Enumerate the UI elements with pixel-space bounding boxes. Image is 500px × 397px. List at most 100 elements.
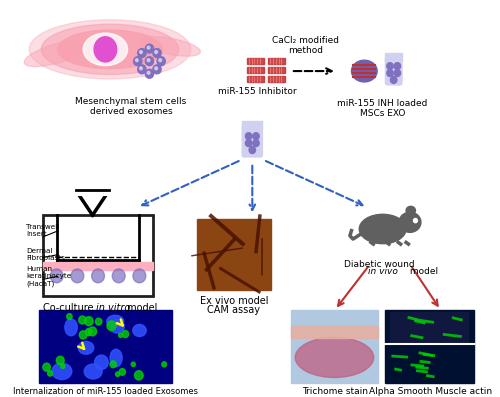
- Ellipse shape: [140, 37, 200, 56]
- Circle shape: [133, 269, 146, 283]
- Bar: [247, 76, 264, 82]
- Circle shape: [162, 362, 166, 367]
- Circle shape: [131, 362, 136, 366]
- Text: CaCl₂ modified
method: CaCl₂ modified method: [272, 36, 339, 55]
- Text: Internalization of miR-155 loaded Exosomes: Internalization of miR-155 loaded Exosom…: [13, 387, 198, 396]
- Ellipse shape: [58, 30, 162, 69]
- Circle shape: [80, 331, 87, 339]
- Circle shape: [134, 371, 143, 380]
- Text: Human
keratinocyte
(HacaT): Human keratinocyte (HacaT): [26, 266, 72, 287]
- Circle shape: [140, 67, 142, 70]
- Ellipse shape: [406, 206, 415, 215]
- Circle shape: [110, 361, 116, 368]
- Bar: [247, 58, 264, 64]
- Circle shape: [134, 57, 142, 66]
- Text: Trichome stain: Trichome stain: [302, 387, 368, 396]
- Circle shape: [66, 314, 72, 320]
- Ellipse shape: [78, 341, 94, 354]
- Bar: [268, 76, 285, 82]
- Text: Co-culture: Co-culture: [42, 303, 96, 313]
- Bar: [268, 67, 285, 73]
- Circle shape: [253, 133, 259, 140]
- Circle shape: [119, 368, 126, 375]
- Circle shape: [147, 71, 150, 74]
- Circle shape: [112, 269, 125, 283]
- Bar: [291, 310, 378, 383]
- Bar: [242, 121, 262, 129]
- Text: Ex vivo model: Ex vivo model: [200, 296, 268, 306]
- Text: Mesenchymal stem cells
derived exosomes: Mesenchymal stem cells derived exosomes: [76, 97, 186, 116]
- Circle shape: [154, 67, 158, 70]
- Text: Alpha Smooth Muscle actin: Alpha Smooth Muscle actin: [369, 387, 492, 396]
- Circle shape: [146, 44, 154, 53]
- Text: CAM assay: CAM assay: [208, 305, 260, 315]
- Bar: [268, 58, 285, 64]
- Circle shape: [147, 46, 150, 49]
- Bar: [197, 219, 270, 290]
- Bar: [43, 262, 153, 270]
- Ellipse shape: [295, 337, 374, 378]
- Circle shape: [159, 59, 162, 62]
- Circle shape: [122, 331, 128, 337]
- Ellipse shape: [94, 355, 108, 370]
- Circle shape: [414, 218, 418, 223]
- Circle shape: [147, 59, 150, 62]
- Circle shape: [78, 316, 86, 324]
- Ellipse shape: [29, 20, 191, 79]
- Circle shape: [146, 69, 154, 78]
- Circle shape: [394, 69, 400, 77]
- Bar: [43, 215, 153, 296]
- Bar: [40, 310, 172, 383]
- Circle shape: [84, 317, 93, 326]
- Circle shape: [157, 57, 166, 66]
- Ellipse shape: [110, 349, 122, 367]
- Circle shape: [118, 333, 122, 337]
- Circle shape: [96, 318, 102, 325]
- Circle shape: [153, 65, 161, 74]
- Circle shape: [50, 269, 63, 283]
- Ellipse shape: [352, 60, 377, 82]
- Circle shape: [153, 48, 161, 58]
- Text: miR-155 INH loaded
MSCs EXO: miR-155 INH loaded MSCs EXO: [338, 99, 428, 118]
- FancyBboxPatch shape: [386, 57, 402, 85]
- Bar: [386, 310, 474, 383]
- Text: model: model: [124, 303, 157, 313]
- Bar: [390, 312, 468, 343]
- Circle shape: [154, 50, 158, 54]
- Circle shape: [387, 69, 393, 77]
- Circle shape: [136, 59, 138, 62]
- Circle shape: [61, 364, 65, 368]
- Circle shape: [138, 48, 146, 58]
- Circle shape: [48, 371, 52, 376]
- Circle shape: [146, 57, 154, 66]
- Ellipse shape: [399, 212, 421, 232]
- FancyBboxPatch shape: [242, 125, 262, 157]
- Circle shape: [86, 328, 92, 335]
- Circle shape: [116, 372, 119, 376]
- Text: in vitro: in vitro: [96, 303, 130, 313]
- Circle shape: [140, 50, 142, 54]
- Circle shape: [390, 77, 397, 83]
- Ellipse shape: [94, 37, 116, 62]
- Ellipse shape: [133, 324, 146, 337]
- Ellipse shape: [52, 363, 72, 380]
- Ellipse shape: [24, 40, 90, 67]
- Ellipse shape: [42, 24, 178, 75]
- Bar: [247, 67, 264, 73]
- Circle shape: [43, 363, 51, 371]
- Circle shape: [246, 133, 252, 140]
- Bar: [386, 53, 402, 61]
- Circle shape: [107, 321, 116, 331]
- Circle shape: [246, 140, 252, 146]
- Circle shape: [92, 269, 104, 283]
- Text: Transwell
Insert: Transwell Insert: [26, 224, 60, 237]
- Ellipse shape: [83, 33, 128, 66]
- Bar: [291, 326, 378, 338]
- Circle shape: [387, 63, 393, 69]
- Ellipse shape: [110, 320, 124, 333]
- Circle shape: [249, 146, 256, 154]
- Text: Diabetic wound: Diabetic wound: [344, 260, 421, 269]
- Text: in vivo: in vivo: [368, 268, 398, 276]
- Text: Dermal
Fibroblasts: Dermal Fibroblasts: [26, 248, 66, 261]
- Circle shape: [138, 65, 146, 74]
